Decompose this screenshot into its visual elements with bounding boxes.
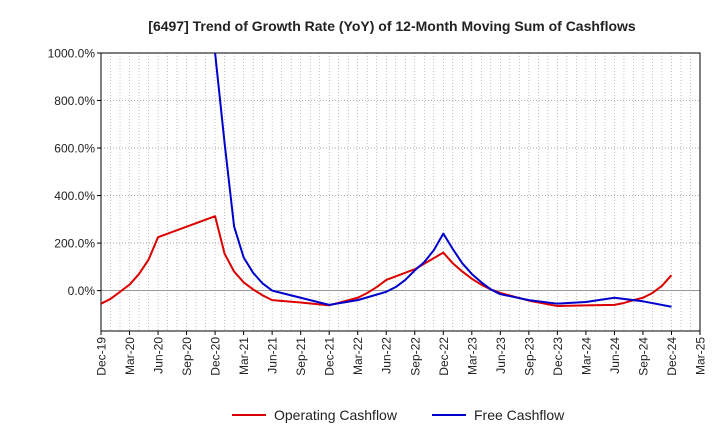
legend-label-free-cashflow: Free Cashflow	[474, 407, 565, 423]
series-line-operating-cashflow	[101, 215, 673, 308]
y-tick-labels: 0.0% 200.0% 400.0% 600.0% 800.0% 1000.0%	[48, 47, 96, 299]
x-tick-label: Sep-21	[294, 337, 308, 376]
series-layer	[101, 53, 673, 308]
x-tick-label: Sep-22	[408, 337, 422, 376]
x-tick-label: Sep-23	[522, 337, 536, 376]
x-tick-label: Mar-24	[579, 337, 593, 375]
x-tick-label: Jun-20	[152, 337, 166, 374]
x-tick-label: Jun-21	[266, 337, 280, 374]
y-tick-label: 400.0%	[54, 189, 95, 203]
y-tick-label: 0.0%	[68, 284, 96, 298]
legend: Operating Cashflow Free Cashflow	[232, 407, 565, 423]
x-tick-label: Dec-23	[551, 337, 565, 376]
plot-frame	[100, 52, 701, 332]
grid-layer	[101, 52, 700, 331]
y-tick-label: 1000.0%	[48, 47, 96, 61]
x-tick-label: Dec-24	[665, 337, 679, 376]
x-tick-label: Dec-22	[437, 337, 451, 376]
x-tick-label: Mar-25	[694, 337, 708, 375]
x-tick-label: Mar-21	[237, 337, 251, 375]
axis-layer	[97, 52, 701, 335]
x-tick-label: Jun-23	[494, 337, 508, 374]
legend-label-operating-cashflow: Operating Cashflow	[274, 407, 398, 423]
x-tick-label: Jun-24	[608, 337, 622, 374]
y-tick-label: 800.0%	[54, 94, 95, 108]
chart-title: [6497] Trend of Growth Rate (YoY) of 12-…	[148, 18, 636, 34]
y-tick-label: 600.0%	[54, 142, 95, 156]
x-tick-label: Sep-20	[180, 337, 194, 376]
x-tick-label: Mar-20	[123, 337, 137, 375]
x-tick-labels: Dec-19 Mar-20 Jun-20 Sep-20 Dec-20 Mar-21 Jun-…	[95, 337, 708, 376]
x-tick-label: Jun-22	[380, 337, 394, 374]
x-tick-label: Mar-22	[351, 337, 365, 375]
y-tick-label: 200.0%	[54, 237, 95, 251]
x-tick-label: Mar-23	[465, 337, 479, 375]
x-tick-label: Dec-19	[95, 337, 109, 376]
series-line-free-cashflow	[214, 53, 672, 308]
x-tick-label: Dec-20	[209, 337, 223, 376]
x-tick-label: Sep-24	[636, 337, 650, 376]
x-tick-label: Dec-21	[323, 337, 337, 376]
